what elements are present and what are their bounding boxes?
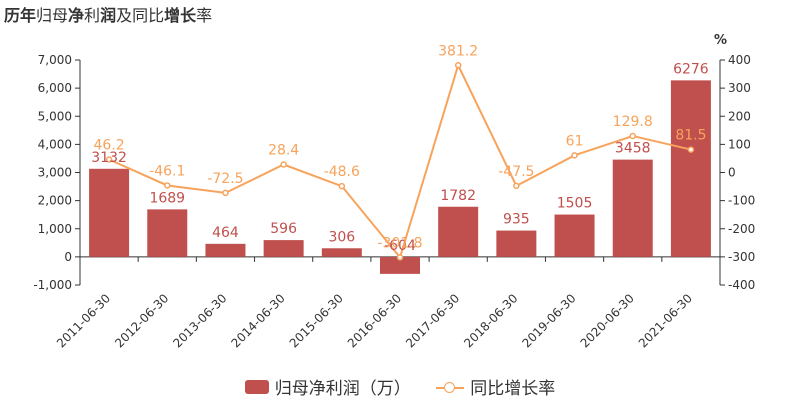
title-part: 归母	[36, 6, 69, 25]
bar	[147, 209, 188, 257]
bar	[496, 230, 537, 257]
title-part: 增	[164, 6, 181, 25]
bar	[380, 256, 420, 274]
x-tick-label: 2014-06-30	[229, 291, 288, 350]
line-value-label: 129.8	[613, 114, 653, 130]
bar-value-label: 3458	[615, 141, 651, 157]
title-part: 长	[180, 6, 197, 25]
y-right-tick-label: 100	[728, 137, 751, 151]
bar-value-label: -604	[384, 238, 416, 254]
x-tick-label: 2021-06-30	[636, 291, 695, 350]
x-tick-label: 2019-06-30	[519, 291, 578, 350]
line-point	[105, 156, 113, 163]
line-point	[629, 132, 636, 140]
title-part: 率	[196, 6, 213, 25]
y-right-tick-label: 300	[728, 81, 751, 95]
title-part: 净	[68, 6, 85, 25]
x-tick-label: 2011-06-30	[54, 291, 113, 350]
line-value-label: 381.2	[438, 43, 478, 59]
y-left-tick-label: -1,000	[33, 278, 72, 292]
y-left-tick-label: 5,000	[38, 109, 72, 123]
y-right-tick-label: 200	[728, 109, 751, 123]
y-right-tick-label: -400	[728, 278, 755, 292]
bar	[321, 248, 362, 257]
line-point	[687, 146, 695, 153]
y-left-tick-label: 4,000	[38, 137, 72, 151]
line-value-label: -72.5	[207, 171, 243, 187]
legend-item-line[interactable]: 同比增长率	[436, 374, 555, 399]
line-value-label: -47.5	[498, 164, 534, 180]
y-right-unit-label: %	[714, 33, 727, 48]
title-part: 历年	[4, 6, 37, 25]
y-left-tick-label: 7,000	[38, 53, 72, 67]
bar	[670, 80, 711, 257]
x-tick-label: 2015-06-30	[287, 291, 346, 350]
bar	[89, 168, 130, 257]
x-tick-label: 2020-06-30	[578, 291, 637, 350]
legend-line-label: 同比增长率	[470, 379, 556, 399]
chart-title: 历年归母净利润及同比增长率	[4, 2, 212, 26]
y-right-tick-label: -100	[728, 194, 755, 208]
bar	[205, 243, 246, 257]
x-tick-label: 2016-06-30	[345, 291, 404, 350]
legend-bar-swatch	[244, 379, 269, 394]
bar-value-label: 935	[503, 212, 530, 228]
title-part: 利	[84, 6, 101, 25]
y-right-tick-label: 400	[728, 53, 751, 67]
x-tick-label: 2017-06-30	[403, 291, 462, 350]
y-left-tick-label: 6,000	[38, 81, 72, 95]
line-value-label: 81.5	[675, 128, 706, 144]
bar-value-label: 596	[270, 221, 297, 237]
line-value-label: -301.8	[377, 235, 422, 251]
bar-value-label: 1689	[149, 190, 185, 206]
x-tick-label: 2013-06-30	[170, 291, 229, 350]
y-left-tick-label: 3,000	[38, 166, 72, 180]
legend-bar-label: 归母净利润（万）	[274, 379, 411, 399]
bar-value-label: 3132	[91, 150, 127, 166]
y-left-tick-label: 2,000	[38, 194, 72, 208]
bar	[438, 206, 479, 257]
bar-value-label: 306	[328, 229, 355, 245]
chart-legend: 归母净利润（万） 同比增长率	[0, 374, 800, 399]
x-tick-label: 2018-06-30	[461, 291, 520, 350]
bar	[554, 214, 595, 257]
title-part: 及同比	[116, 6, 165, 25]
y-right-tick-label: -200	[728, 222, 755, 236]
line-value-label: 46.2	[94, 138, 125, 154]
y-right-tick-label: 0	[728, 166, 736, 180]
line-point	[338, 182, 346, 190]
line-value-label: -46.1	[149, 163, 185, 179]
bar-value-label: 1505	[557, 196, 593, 212]
line-point	[454, 62, 462, 69]
x-tick-label: 2012-06-30	[112, 291, 171, 350]
legend-line-swatch	[436, 380, 465, 394]
bar	[612, 159, 653, 257]
y-left-tick-label: 0	[64, 250, 72, 264]
line-value-label: 61	[566, 133, 584, 149]
line-point	[396, 254, 404, 261]
line-point	[164, 182, 171, 189]
line-point	[280, 161, 287, 168]
line-value-label: 28.4	[268, 143, 299, 159]
line-point	[222, 189, 229, 197]
y-left-tick-label: 1,000	[38, 222, 72, 236]
legend-item-bar[interactable]: 归母净利润（万）	[244, 374, 411, 399]
bar-value-label: 6276	[673, 61, 709, 77]
y-right-tick-label: -300	[728, 250, 755, 264]
bar-value-label: 464	[212, 225, 239, 241]
title-part: 润	[100, 6, 117, 25]
growth-line	[108, 62, 692, 260]
line-value-label: -48.6	[324, 164, 360, 180]
bar	[263, 240, 304, 257]
line-point	[571, 152, 578, 159]
line-point	[513, 182, 520, 190]
bar-value-label: 1782	[440, 188, 476, 204]
